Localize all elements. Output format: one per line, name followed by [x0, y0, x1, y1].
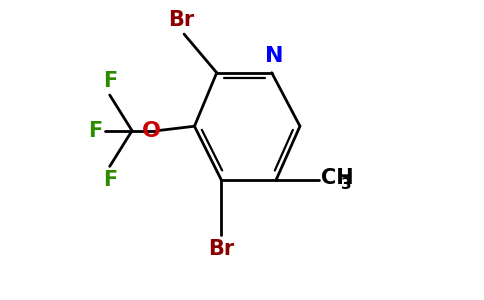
Text: F: F — [104, 170, 118, 190]
Text: CH: CH — [321, 168, 353, 188]
Text: Br: Br — [208, 239, 234, 259]
Text: Br: Br — [168, 10, 194, 30]
Text: O: O — [142, 121, 161, 141]
Text: F: F — [88, 121, 102, 141]
Text: F: F — [104, 71, 118, 92]
Text: 3: 3 — [341, 177, 351, 192]
Text: N: N — [265, 46, 283, 66]
